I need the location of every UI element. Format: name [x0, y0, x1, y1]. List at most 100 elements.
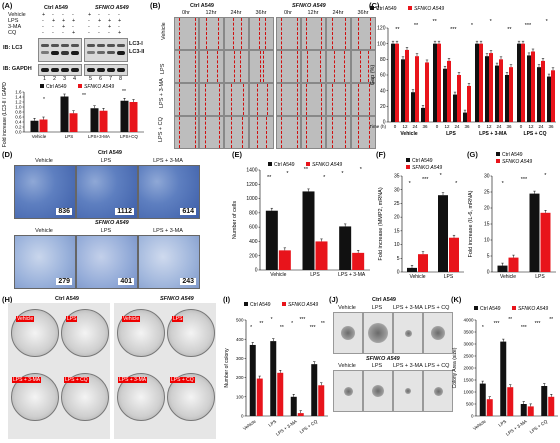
x-tick-label: 36 — [422, 124, 428, 129]
treatment-sign: + — [118, 18, 122, 24]
legend-label-sfnko: SFNKO A549 — [518, 306, 548, 312]
bar-sfnko — [315, 241, 328, 270]
bar-sfnko — [509, 67, 513, 122]
y-tick-label: 1.0 — [15, 105, 22, 110]
bar-ctrl — [438, 195, 448, 272]
bar-sfnko — [278, 250, 291, 270]
b-scratch-edge-line — [231, 117, 232, 148]
panel-label-k: (K) — [451, 295, 462, 304]
y-tick-label: 30 — [484, 174, 490, 180]
y-tick-label: 1000 — [463, 390, 474, 395]
j-sphere — [368, 323, 388, 343]
h-dish — [167, 309, 215, 357]
j-group-sfnko: SFNKO A549 — [366, 356, 400, 362]
b-scratch-image — [301, 83, 326, 116]
bar-sfnko — [548, 396, 555, 416]
panel-label-b: (B) — [150, 1, 161, 10]
b-scratch-image — [326, 83, 351, 116]
b-scratch-edge-line — [178, 117, 180, 148]
b-scratch-edge-line — [296, 18, 298, 49]
bar-ctrl — [407, 267, 417, 272]
panel-label-c: (C) — [369, 1, 380, 10]
treatment-sign: + — [62, 24, 66, 30]
significance-marker: *** — [450, 27, 457, 33]
b-row-label: Vehicle — [161, 22, 167, 40]
bar-sfnko — [527, 406, 534, 416]
treatment-sign: - — [88, 18, 90, 24]
legend-label-sfnko: SFNKO A549 — [288, 302, 318, 308]
h-sfnko-plate: Vehicle LPS LPS + 3-MA LPS + CQ — [114, 303, 216, 439]
significance-marker: * — [271, 317, 273, 323]
x-tick-label: LPS — [310, 272, 320, 278]
b-time-label: 12hr — [205, 10, 217, 16]
h-label: LPS + 3-MA — [12, 377, 42, 383]
x-group-label: LPS — [446, 131, 456, 137]
b-scratch-edge-line — [258, 18, 260, 49]
chart-k: 0 500 1000 1500 2000 2500 3000 3500 4000 Colony A… — [452, 306, 558, 437]
x-tick-label: Vehicle — [409, 274, 425, 280]
gapdh-blot-ctrl — [38, 64, 82, 76]
x-tick-label: 0 — [436, 124, 439, 129]
x-tick-label: 24 — [454, 124, 460, 129]
y-tick-label: 0 — [383, 120, 386, 126]
b-scratch-image — [249, 83, 274, 116]
d-group-sfnko: SFNKO A549 — [95, 220, 129, 226]
y-tick-label: 400 — [249, 239, 258, 245]
bar-sfnko — [129, 102, 138, 132]
treatment-sign: - — [62, 12, 64, 18]
j-col-label: LPS + CQ — [424, 305, 450, 311]
bar-sfnko — [508, 257, 519, 272]
significance-marker: * — [341, 171, 344, 177]
significance-marker: * — [502, 181, 505, 187]
y-tick-label: 1.2 — [15, 100, 22, 105]
d-sfnko-lps-image: 401 — [76, 235, 138, 289]
bar-ctrl — [401, 59, 405, 122]
b-scratch-image — [224, 116, 249, 149]
bar-ctrl — [265, 210, 278, 270]
bar-sfnko — [499, 59, 503, 122]
bar-sfnko — [551, 70, 555, 122]
b-scratch-image — [326, 116, 351, 149]
b-scratch-edge-line — [232, 18, 234, 49]
treatment-sign: - — [88, 30, 90, 36]
y-tick-label: 0 — [471, 414, 474, 419]
b-scratch-edge-line — [359, 51, 361, 82]
y-axis-label: Gap (%) — [370, 65, 376, 86]
bar-ctrl — [529, 193, 540, 272]
legend-swatch-ctrl — [40, 84, 44, 88]
y-axis-label: Number of colony — [224, 348, 230, 388]
significance-marker: * — [490, 19, 493, 25]
bar-sfnko — [69, 113, 78, 132]
y-tick-label: 0.2 — [15, 125, 22, 130]
significance-marker: ** — [395, 27, 400, 33]
lane-number: 5 — [89, 76, 93, 82]
j-sphere-image — [363, 370, 393, 412]
y-axis-label: Number of cells — [232, 201, 238, 239]
y-tick-label: 500 — [466, 402, 474, 407]
treatment-sign: - — [98, 30, 100, 36]
b-scratch-edge-line — [205, 18, 207, 49]
h-group-ctrl: Ctrl A549 — [55, 296, 79, 302]
y-tick-label: 20 — [380, 104, 386, 110]
b-scratch-edge-line — [280, 117, 282, 148]
significance-marker: *** — [521, 177, 528, 183]
bar-ctrl — [120, 100, 129, 132]
b-scratch-edge-line — [306, 84, 307, 115]
bar-sfnko — [447, 60, 451, 122]
b-scratch-edge-line — [345, 84, 346, 115]
chart-e: 0 200 400 600 800 1000 1200 1400 Number of cells… — [232, 162, 370, 278]
h-label: LPS + 3-MA — [118, 377, 148, 383]
b-scratch-edge-line — [280, 84, 282, 115]
y-tick-label: 800 — [249, 210, 258, 216]
b-scratch-edge-line — [307, 51, 308, 82]
h-ctrl-plate: Vehicle LPS LPS + 3-MA LPS + CQ — [8, 303, 110, 439]
b-scratch-image — [249, 116, 274, 149]
y-tick-label: 4000 — [463, 318, 474, 323]
b-scratch-edge-line — [332, 18, 333, 49]
b-scratch-edge-line — [206, 51, 208, 82]
treatment-sign: + — [52, 18, 56, 24]
b-scratch-edge-line — [266, 84, 268, 115]
treatment-sign: - — [52, 24, 54, 30]
significance-marker: *** — [525, 23, 532, 29]
treatment-sign: + — [62, 18, 66, 24]
